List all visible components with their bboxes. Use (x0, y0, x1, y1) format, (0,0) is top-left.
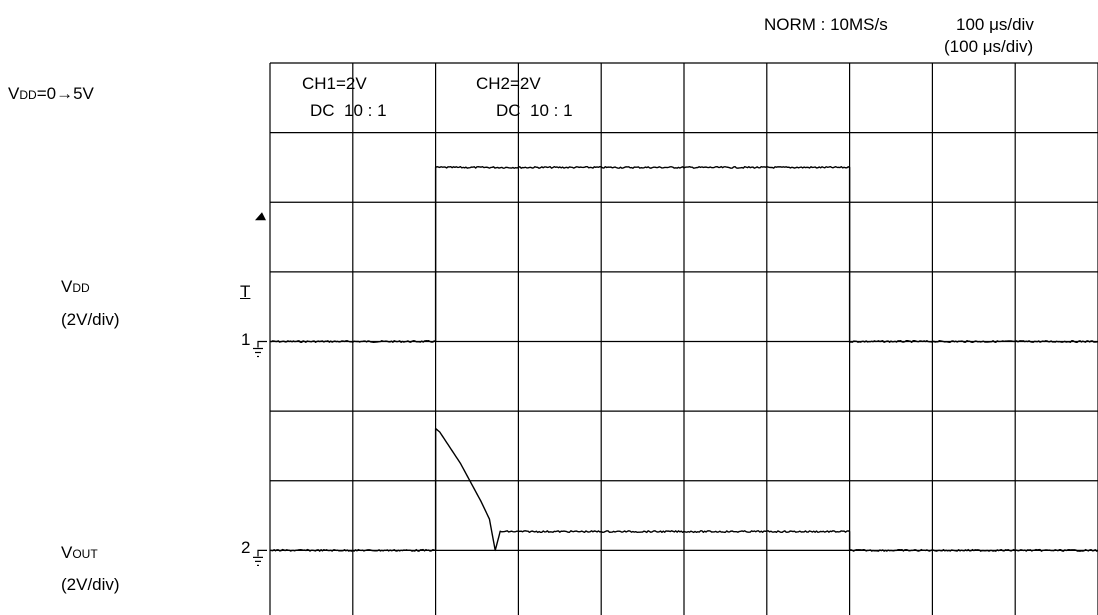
vout-scale-label: (2V/div) (61, 575, 120, 594)
vdd-trace-label: VDD (61, 277, 90, 298)
ch2-volts-label: CH2=2V (476, 74, 541, 93)
vout-trace-label: VOUT (61, 543, 98, 564)
ch1-trace (269, 165, 1098, 343)
ch1-ground-icon (253, 340, 267, 358)
vdd-subscript: DD (72, 281, 90, 295)
test-condition-label: VDD=0→5V (8, 84, 94, 105)
timebase-label: 100 μs/div (956, 15, 1034, 34)
scope-traces (269, 165, 1098, 552)
ch2-ground-icon (253, 549, 267, 566)
condition-subscript: DD (19, 88, 37, 102)
ch1-coupling-label: DC 10 : 1 (310, 101, 387, 120)
ch1-volts-label: CH1=2V (302, 74, 367, 93)
vdd-prefix: V (61, 277, 73, 296)
vdd-scale-label: (2V/div) (61, 310, 120, 329)
timebase-alt-label: (100 μs/div) (944, 37, 1034, 56)
marker-glyphs (253, 212, 267, 566)
ch2-coupling-label: DC 10 : 1 (496, 101, 573, 120)
ch2-marker-label: 2 (241, 538, 251, 557)
sampling-mode-label: NORM : 10MS/s (764, 15, 888, 34)
ch2-ground-icon-stem (257, 549, 267, 557)
condition-suffix: =0→5V (36, 84, 94, 103)
ch1-ground-icon-stem (257, 340, 267, 348)
vout-subscript: OUT (72, 547, 98, 561)
condition-prefix: V (8, 84, 20, 103)
trigger-arrow-icon (255, 212, 266, 221)
trigger-marker-label: T (240, 282, 251, 301)
ch2-trace (269, 427, 1098, 552)
ch1-marker-label: 1 (241, 330, 251, 349)
vout-prefix: V (61, 543, 73, 562)
